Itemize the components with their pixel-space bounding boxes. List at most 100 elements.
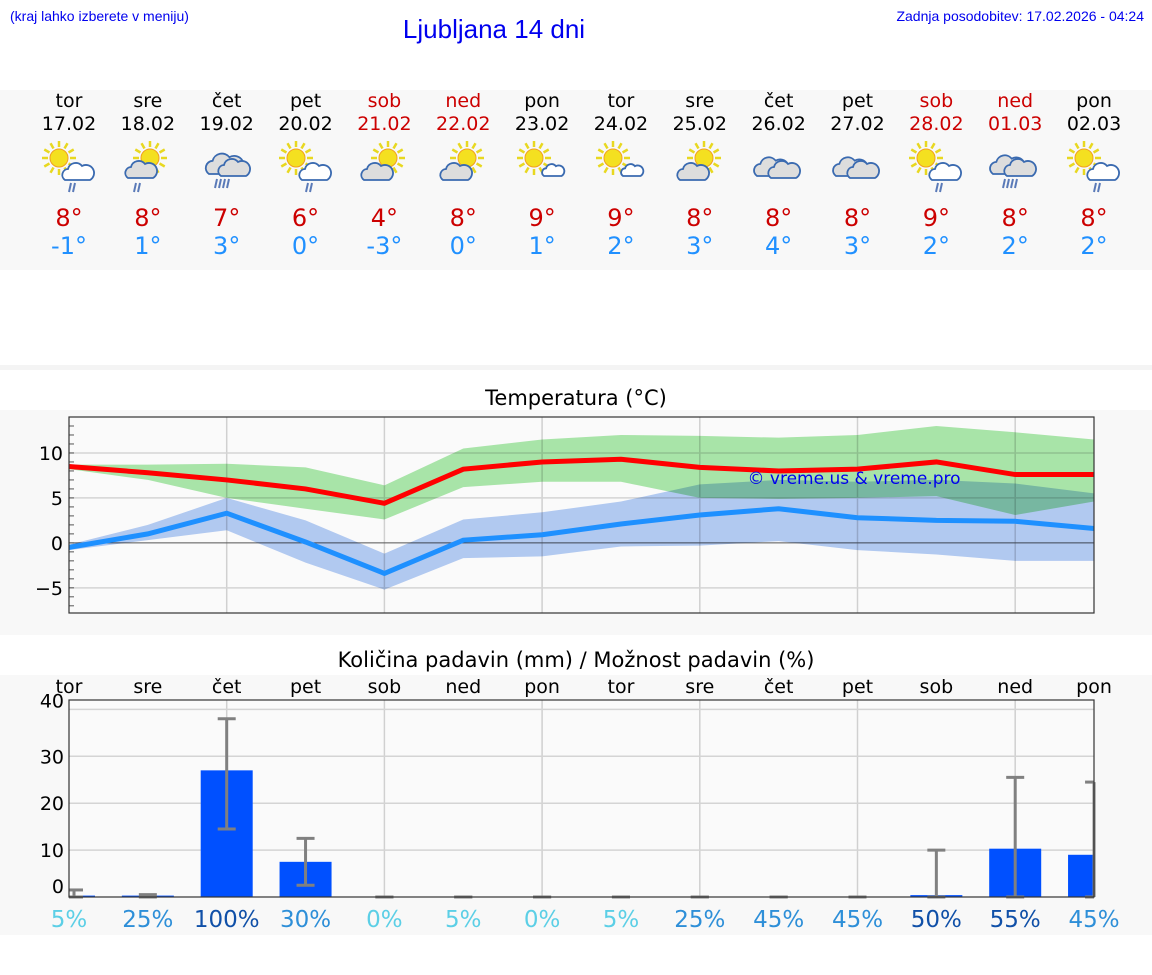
watermark: © vreme.us & vreme.pro [747,469,960,489]
day-forecast: čet 19.02 7° 3° [188,90,266,260]
sun-ray [476,148,483,154]
day-name: sob [367,90,402,112]
sun [603,148,623,168]
y-tick-label: −5 [35,578,63,600]
day-name: pon [1076,90,1112,112]
sun-ray [518,148,526,154]
rain-drop [939,182,944,193]
day-date: 22.02 [436,113,491,135]
day-label: pet [842,676,873,698]
temperature-chart-title: Temperatura (°C) [485,386,667,410]
sun [378,148,398,168]
day-forecast: pet 27.02 8° 3° [819,90,897,260]
sun-ray [688,148,695,154]
day-label: tor [56,676,83,698]
y-tick-label: 30 [40,746,64,768]
min-temp: 0° [291,232,320,260]
y-tick-label: 0 [51,533,63,555]
precip-probability: 45% [1068,907,1119,933]
sun-ray [280,162,287,168]
sun-small-cloud-icon [595,141,645,177]
day-label: sre [685,676,714,698]
precip-probability: 55% [990,907,1041,933]
day-label: ned [445,676,481,698]
sun-ray [1074,142,1080,150]
max-temp: 9° [922,204,950,232]
day-name: sre [133,90,163,112]
day-name: ned [997,90,1034,112]
sun-ray [524,142,530,150]
y-tick-label: 5 [51,488,63,510]
day-label: pon [524,676,560,698]
cloud-sun-icon [439,141,485,181]
cloudy-rain-icon [989,154,1038,189]
day-name: čet [211,90,242,112]
sun-ray [603,166,609,174]
min-temp: 0° [449,232,477,260]
sun [457,148,477,168]
sun-ray [542,148,550,154]
max-temp: 8° [1001,204,1029,232]
temperature-chart-panel: −5 0 5 10 © vreme.us & vreme.pro [0,410,1152,635]
max-temp: 4° [370,204,399,232]
rain-drop [136,182,141,193]
min-temp: 3° [843,232,872,260]
precip-probability: 5% [445,907,482,933]
min-temp: 2° [1080,232,1108,260]
sun-ray [621,148,629,154]
max-temp: 7° [213,204,241,232]
min-temp-range-band [69,479,1095,590]
precip-probability: 30% [280,907,331,933]
rain-drop [213,178,218,189]
day-name: ned [445,90,482,112]
rain-drop [1093,182,1098,193]
cloud [541,163,566,177]
sun-ray [916,142,922,150]
precip-probability: 5% [603,907,640,933]
rain-drop [1006,178,1011,189]
precipitation-chart: 010203040tor5%sre25%čet100%pet30%sob0%ne… [40,676,1120,933]
sun-ray [457,142,463,150]
min-temp: 2° [922,232,950,260]
sun [286,148,306,168]
rain-drop [308,182,313,193]
y-tick-label: 40 [40,690,64,712]
day-label: čet [212,676,242,698]
sun-ray [524,166,530,174]
sun-small-cloud-icon [517,141,566,177]
precip-probability: 45% [832,907,883,933]
sun [49,148,69,168]
rain-drop [1010,178,1015,189]
precip-bar [1068,854,1094,897]
precipitation-chart-title: Količina padavin (mm) / Možnost padavin … [337,648,815,672]
day-forecast: tor 24.02 9° 2° [582,90,660,260]
precipitation-chart-panel: 0 10 20 30 40 tor 5% sre 25% čet 100% pet 30% sob 0% ne… [0,675,1152,935]
day-forecast: ned 22.02 8° 0° [424,90,502,260]
page-title: Ljubljana 14 dni [402,14,586,44]
rain-drop [1097,182,1102,193]
y-tick-label: 10 [39,443,63,465]
day-forecast: sob 21.02 4° -3° [345,90,423,260]
sun-ray [397,148,404,154]
cloud-sun-rain-icon [124,141,167,193]
cloud [845,160,880,179]
day-date: 01.03 [987,113,1043,135]
cloud [1003,158,1038,177]
cloud [124,160,158,179]
sun [694,148,714,168]
day-forecast: sob 28.02 9° 2° [897,90,975,260]
max-temp: 8° [1080,204,1108,232]
sun-ray [378,142,384,150]
sun-ray [49,142,55,150]
rain-drop [132,182,137,193]
min-temp: 2° [607,232,635,260]
day-forecast: sre 18.02 8° 1° [109,90,187,260]
day-forecast: sre 25.02 8° 3° [661,90,739,260]
plot-frame [68,699,1095,898]
min-temp: 3° [213,232,241,260]
sun-ray [285,142,292,150]
divider [0,365,1152,370]
day-label: ned [997,676,1033,698]
sun-ray [134,148,141,154]
day-label: pet [290,676,321,698]
